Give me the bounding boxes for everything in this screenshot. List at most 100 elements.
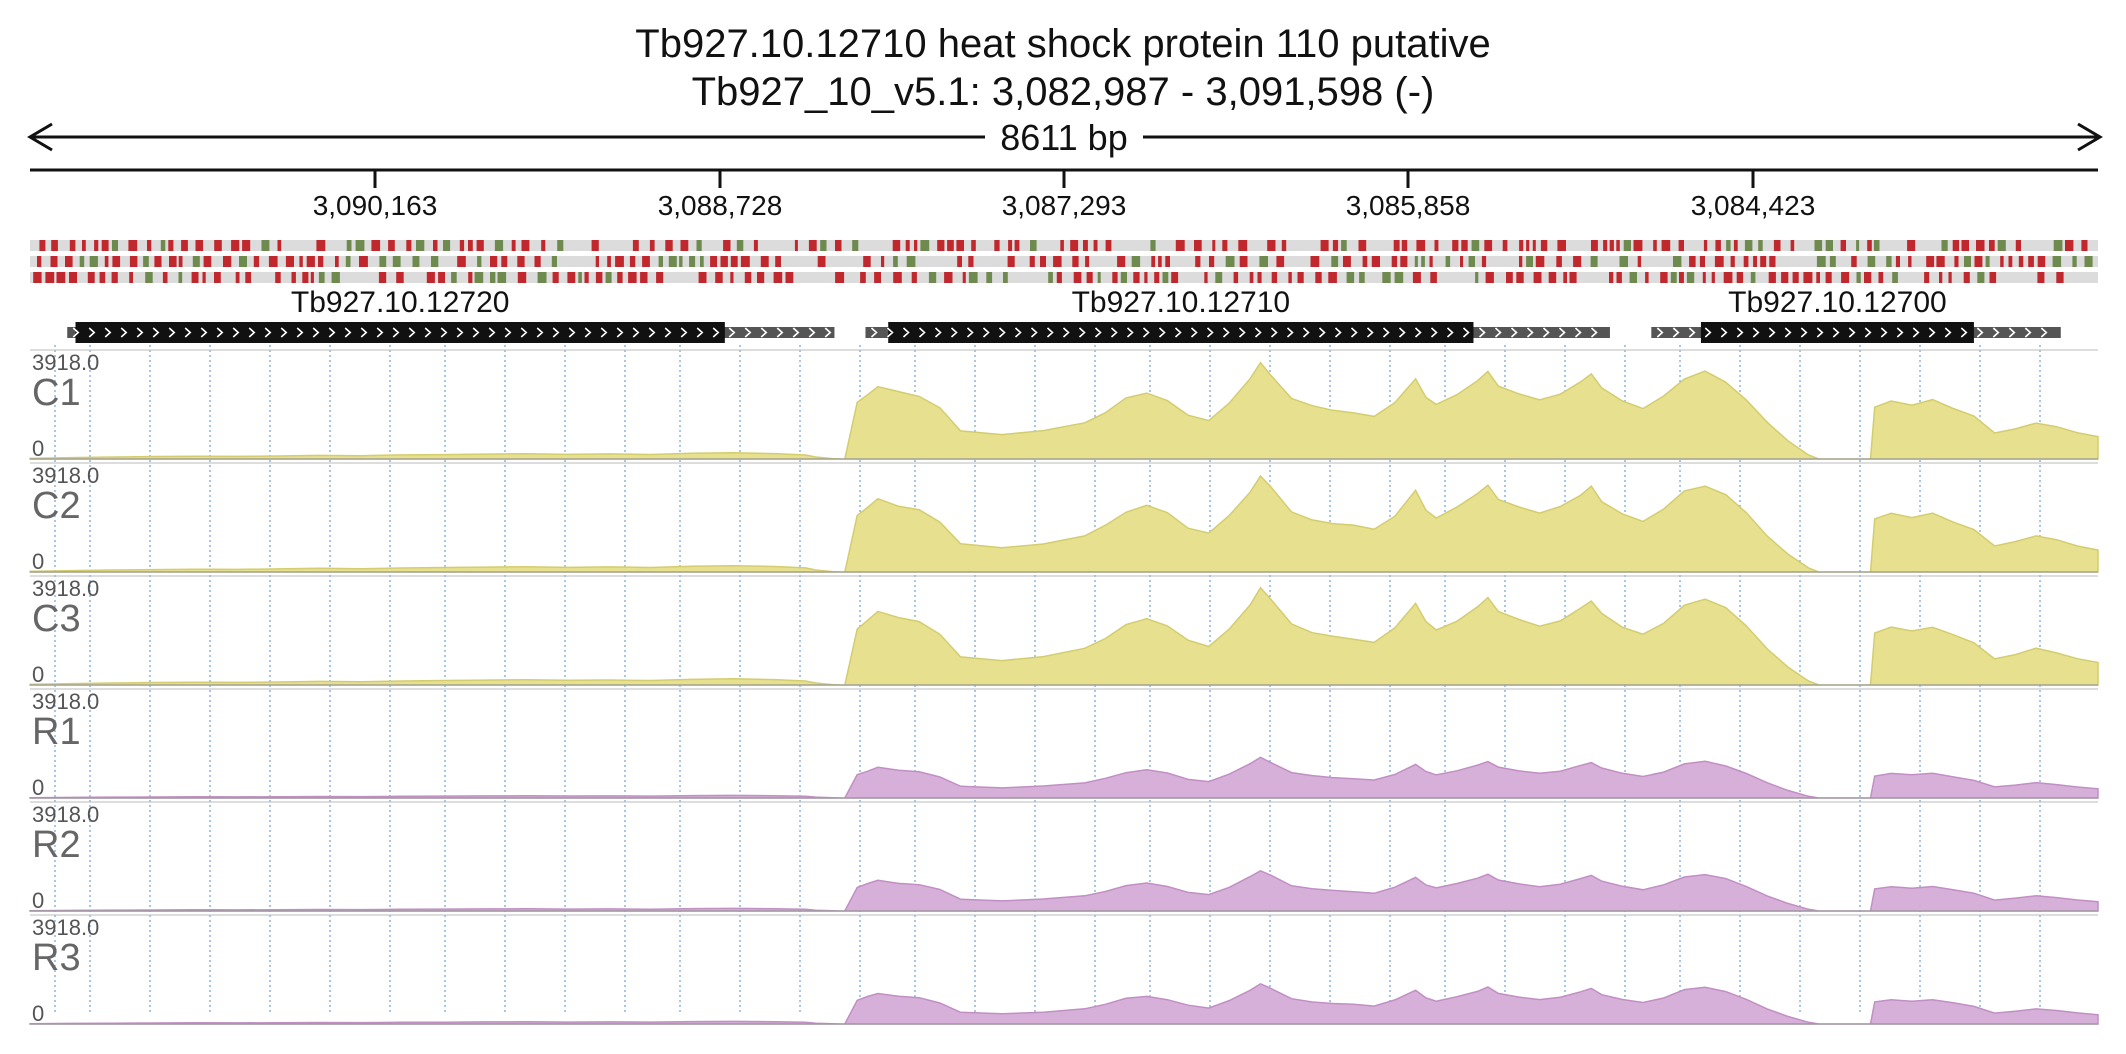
orf-mark bbox=[615, 256, 624, 267]
orf-mark bbox=[757, 272, 765, 283]
orf-mark bbox=[433, 240, 438, 251]
orf-mark bbox=[1332, 240, 1339, 251]
orf-mark bbox=[2084, 256, 2093, 267]
orf-mark bbox=[318, 272, 325, 283]
orf-mark bbox=[1315, 272, 1322, 283]
orf-mark bbox=[1699, 256, 1705, 267]
orf-mark bbox=[773, 272, 783, 283]
orf-mark bbox=[318, 256, 324, 267]
orf-mark bbox=[874, 272, 881, 283]
orf-mark bbox=[195, 240, 204, 251]
orf-mark bbox=[1257, 272, 1262, 283]
orf-mark bbox=[1029, 256, 1035, 267]
orf-mark bbox=[1689, 256, 1696, 267]
orf-mark bbox=[154, 256, 162, 267]
orf-mark bbox=[1007, 256, 1015, 267]
orf-mark bbox=[1400, 256, 1408, 267]
orf-mark bbox=[1864, 272, 1872, 283]
orf-mark bbox=[617, 272, 623, 283]
orf-mark bbox=[474, 272, 484, 283]
orf-mark bbox=[1112, 272, 1118, 283]
orf-mark bbox=[178, 256, 183, 267]
orf-mark bbox=[438, 272, 445, 283]
orf-mark bbox=[1591, 240, 1598, 251]
track-min-label: 0 bbox=[32, 775, 44, 800]
orf-mark bbox=[1678, 240, 1684, 251]
orf-mark bbox=[378, 272, 387, 283]
orf-mark bbox=[371, 240, 381, 251]
orf-mark bbox=[1056, 272, 1062, 283]
orf-mark bbox=[2028, 256, 2034, 267]
orf-mark bbox=[1714, 256, 1724, 267]
orf-mark bbox=[253, 256, 260, 267]
orf-mark bbox=[557, 240, 564, 251]
gene-model[interactable]: Tb927.10.12700 bbox=[1651, 286, 2061, 343]
orf-mark bbox=[1733, 240, 1738, 251]
orf-mark bbox=[1867, 240, 1872, 251]
orf-mark bbox=[431, 256, 439, 267]
orf-mark bbox=[1851, 256, 1857, 267]
orf-mark bbox=[468, 272, 473, 283]
orf-mark bbox=[1430, 272, 1437, 283]
orf-mark bbox=[808, 240, 817, 251]
orf-frames-track bbox=[30, 240, 2098, 283]
orf-mark bbox=[534, 256, 541, 267]
orf-mark bbox=[1506, 272, 1513, 283]
orf-mark bbox=[1653, 240, 1657, 251]
orf-mark bbox=[275, 272, 281, 283]
orf-mark bbox=[261, 240, 270, 251]
track-name: C2 bbox=[32, 485, 81, 527]
orf-mark bbox=[892, 240, 901, 251]
gene-model[interactable]: Tb927.10.12720 bbox=[67, 286, 835, 343]
orf-mark bbox=[730, 272, 734, 283]
orf-mark bbox=[1948, 272, 1952, 283]
orf-mark bbox=[306, 256, 315, 267]
coverage-track-c1: 3918.0C1 0 bbox=[29, 349, 2099, 461]
orf-mark bbox=[1726, 240, 1731, 251]
orf-mark bbox=[906, 256, 916, 267]
orf-mark bbox=[1526, 240, 1530, 251]
orf-mark bbox=[1803, 272, 1813, 283]
orf-mark bbox=[1060, 240, 1064, 251]
orf-mark bbox=[1629, 272, 1637, 283]
orf-mark bbox=[775, 256, 781, 267]
orf-mark bbox=[911, 272, 917, 283]
orf-mark bbox=[1825, 272, 1832, 283]
coverage-track-c2: 3918.0C2 0 bbox=[29, 462, 2099, 574]
ruler-tick-label: 3,084,423 bbox=[1691, 190, 1816, 221]
orf-mark bbox=[1343, 256, 1351, 267]
cds-bar bbox=[75, 322, 725, 343]
orf-mark bbox=[56, 272, 66, 283]
orf-mark bbox=[1769, 256, 1776, 267]
orf-mark bbox=[1085, 256, 1090, 267]
orf-mark bbox=[1070, 240, 1079, 251]
orf-mark bbox=[1040, 256, 1046, 267]
track-max-label: 3918.0 bbox=[32, 802, 99, 827]
coverage-track-r2: 3918.0R2 0 bbox=[29, 801, 2099, 913]
orf-mark bbox=[1154, 272, 1160, 283]
orf-mark bbox=[2015, 240, 2021, 251]
orf-mark bbox=[477, 256, 482, 267]
orf-mark bbox=[1660, 272, 1668, 283]
orf-mark bbox=[1461, 240, 1468, 251]
coverage-area bbox=[29, 474, 2099, 573]
orf-mark bbox=[1825, 240, 1833, 251]
orf-mark bbox=[497, 272, 507, 283]
orf-mark bbox=[277, 240, 282, 251]
orf-mark bbox=[1212, 240, 1216, 251]
orf-mark bbox=[1175, 240, 1185, 251]
orf-mark bbox=[1886, 256, 1892, 267]
orf-mark bbox=[1362, 256, 1368, 267]
orf-mark bbox=[1105, 240, 1112, 251]
orf-mark bbox=[860, 272, 866, 283]
strand-chevrons bbox=[870, 327, 1598, 338]
orf-mark bbox=[1964, 256, 1971, 267]
orf-mark bbox=[740, 256, 750, 267]
gene-model[interactable]: Tb927.10.12710 bbox=[865, 286, 1610, 343]
orf-mark bbox=[143, 256, 149, 267]
track-max-label: 3918.0 bbox=[32, 463, 99, 488]
orf-mark bbox=[956, 240, 964, 251]
orf-mark bbox=[968, 256, 974, 267]
orf-mark bbox=[1117, 256, 1126, 267]
orf-mark bbox=[1412, 272, 1421, 283]
